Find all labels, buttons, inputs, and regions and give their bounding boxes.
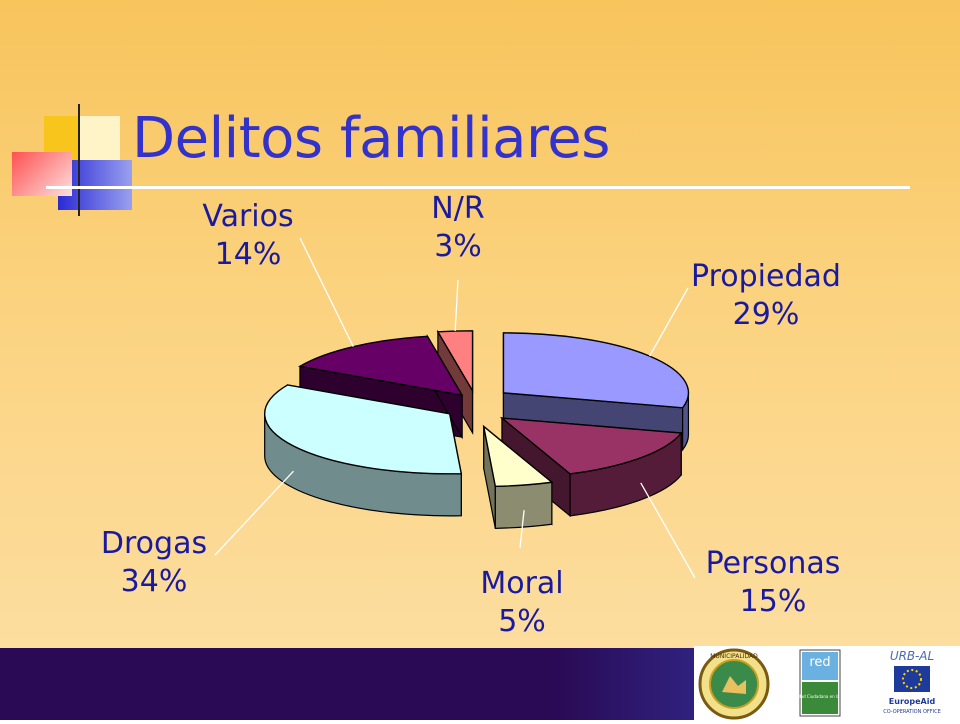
slide-title: Delitos familiares	[132, 106, 610, 171]
pie-top-personas	[499, 417, 683, 475]
label-nr-name: N/R	[431, 191, 485, 226]
label-varios-name: Varios	[202, 199, 294, 234]
deco-square-white	[80, 116, 120, 160]
label-moral-value: 5%	[498, 604, 546, 639]
pie-top-varios	[297, 335, 464, 397]
label-moral-name: Moral	[480, 566, 564, 601]
label-personas-name: Personas	[705, 546, 841, 581]
leader-line-varios	[299, 237, 354, 347]
pie-top-moral	[482, 424, 554, 488]
leader-line-drogas	[214, 470, 294, 556]
label-varios-value: 14%	[214, 237, 282, 272]
pie-slice-personas	[499, 416, 683, 518]
leader-line-nr	[454, 279, 459, 332]
label-moral: Moral 5%	[474, 565, 570, 641]
label-propiedad-value: 29%	[732, 297, 800, 332]
logo1-text: MUNICIPALIDAD	[710, 653, 758, 660]
logo2-text: red	[809, 655, 830, 670]
logo3-sub: CO-OPERATION OFFICE	[883, 709, 941, 715]
label-personas: Personas 15%	[700, 545, 846, 621]
label-propiedad-name: Propiedad	[691, 259, 841, 294]
title-underline	[46, 186, 910, 189]
logo3-top: URB-AL	[890, 649, 934, 663]
pie-top-drogas	[263, 384, 463, 475]
label-drogas-value: 34%	[120, 564, 188, 599]
label-propiedad: Propiedad 29%	[686, 258, 846, 334]
pie-slice-drogas	[263, 384, 463, 517]
partner-logos: MUNICIPALIDAD red Seguridad Ciudadana en…	[698, 648, 941, 720]
pie-slice-moral	[482, 424, 554, 529]
red-logo: red Seguridad Ciudadana en la Ciudad	[785, 649, 855, 717]
europeaid-logo: URB-AL EuropeAid CO-OPERATION OFFICE	[883, 649, 941, 715]
label-nr-value: 3%	[434, 229, 482, 264]
municipality-seal-logo: MUNICIPALIDAD	[698, 648, 770, 720]
logo3-main: EuropeAid	[889, 697, 936, 706]
logos-panel: MUNICIPALIDAD red Seguridad Ciudadana en…	[694, 646, 960, 720]
label-varios: Varios 14%	[200, 198, 296, 274]
label-personas-value: 15%	[739, 584, 807, 619]
label-nr: N/R 3%	[420, 190, 496, 266]
leader-line-moral	[519, 510, 525, 549]
deco-vertical-line	[78, 104, 80, 216]
leader-line-propiedad	[649, 287, 689, 357]
logo2-sub: Seguridad Ciudadana en la Ciudad	[785, 694, 855, 699]
label-drogas-name: Drogas	[100, 526, 208, 561]
label-drogas: Drogas 34%	[96, 525, 212, 601]
leader-line-personas	[640, 482, 696, 579]
pie-rim-0	[494, 481, 553, 529]
